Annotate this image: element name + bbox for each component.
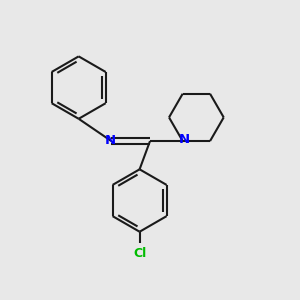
Text: N: N	[104, 134, 116, 147]
Text: N: N	[178, 133, 190, 146]
Text: Cl: Cl	[133, 247, 146, 260]
